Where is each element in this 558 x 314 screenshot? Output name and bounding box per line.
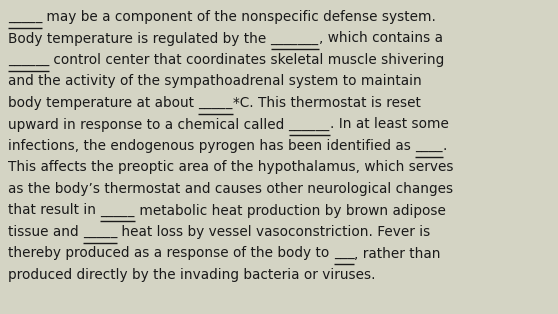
Text: .: . <box>442 139 447 153</box>
Text: metabolic heat production by brown adipose: metabolic heat production by brown adipo… <box>134 203 446 218</box>
Text: . In at least some: . In at least some <box>330 117 449 132</box>
Text: This affects the preoptic area of the hypothalamus, which serves: This affects the preoptic area of the hy… <box>8 160 454 175</box>
Text: may be a component of the nonspecific defense system.: may be a component of the nonspecific de… <box>42 10 436 24</box>
Text: and the activity of the sympathoadrenal system to maintain: and the activity of the sympathoadrenal … <box>8 74 422 89</box>
Text: body temperature at about: body temperature at about <box>8 96 199 110</box>
Text: thereby produced as a response of the body to: thereby produced as a response of the bo… <box>8 246 334 261</box>
Text: that result in: that result in <box>8 203 100 218</box>
Text: tissue and: tissue and <box>8 225 83 239</box>
Text: infections, the endogenous pyrogen has been identified as: infections, the endogenous pyrogen has b… <box>8 139 415 153</box>
Text: _____: _____ <box>199 96 233 110</box>
Text: ____: ____ <box>415 139 442 153</box>
Text: Body temperature is regulated by the: Body temperature is regulated by the <box>8 31 271 46</box>
Text: ______: ______ <box>8 53 49 67</box>
Text: _____: _____ <box>100 203 134 218</box>
Text: as the body’s thermostat and causes other neurological changes: as the body’s thermostat and causes othe… <box>8 182 453 196</box>
Text: *C. This thermostat is reset: *C. This thermostat is reset <box>233 96 421 110</box>
Text: , rather than: , rather than <box>354 246 441 261</box>
Text: _______: _______ <box>271 31 319 46</box>
Text: ______: ______ <box>288 117 330 132</box>
Text: heat loss by vessel vasoconstriction. Fever is: heat loss by vessel vasoconstriction. Fe… <box>117 225 431 239</box>
Text: control center that coordinates skeletal muscle shivering: control center that coordinates skeletal… <box>49 53 445 67</box>
Text: produced directly by the invading bacteria or viruses.: produced directly by the invading bacter… <box>8 268 376 282</box>
Text: upward in response to a chemical called: upward in response to a chemical called <box>8 117 288 132</box>
Text: _____: _____ <box>8 10 42 24</box>
Text: ___: ___ <box>334 246 354 261</box>
Text: , which contains a: , which contains a <box>319 31 442 46</box>
Text: _____: _____ <box>83 225 117 239</box>
